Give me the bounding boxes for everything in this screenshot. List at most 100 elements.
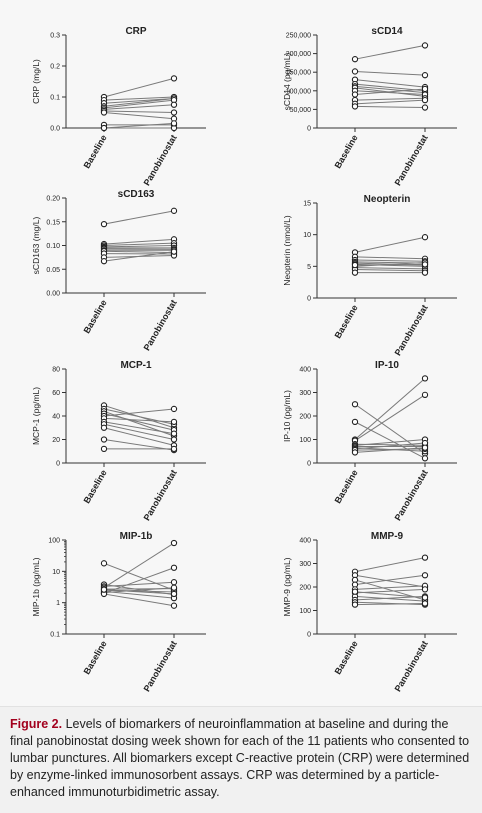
panobinostat-point (422, 43, 427, 48)
patient-line (355, 558, 425, 572)
chart-1: sCD14050,000100,000150,000200,000250,000… (282, 26, 457, 187)
patient-line (355, 45, 425, 59)
y-tick-label: 0 (56, 461, 60, 468)
y-tick-label: 0.10 (46, 243, 60, 250)
panobinostat-point (171, 585, 176, 590)
figure-caption: Figure 2. Levels of biomarkers of neuroi… (10, 716, 472, 801)
x-tick-label: Panobinostat (142, 468, 179, 522)
y-tick-label: 60 (52, 390, 60, 397)
patient-line (104, 251, 174, 252)
y-tick-label: 5 (307, 264, 311, 271)
panobinostat-point (422, 73, 427, 78)
panobinostat-point (422, 555, 427, 560)
panobinostat-point (422, 392, 427, 397)
patient-line (104, 418, 174, 422)
y-tick-label: 0.00 (46, 291, 60, 298)
panobinostat-point (422, 601, 427, 606)
panobinostat-point (171, 437, 176, 442)
baseline-point (352, 419, 357, 424)
patient-line (355, 98, 425, 100)
baseline-point (101, 259, 106, 264)
y-tick-label: 100 (48, 538, 60, 545)
baseline-point (101, 110, 106, 115)
y-tick-label: 0 (307, 632, 311, 639)
y-tick-label: 300 (299, 390, 311, 397)
patient-line (355, 270, 425, 271)
x-tick-label: Panobinostat (142, 133, 179, 187)
x-tick-label: Baseline (82, 133, 109, 170)
patient-line (104, 591, 174, 598)
y-tick-label: 10 (303, 232, 311, 239)
y-tick-label: 40 (52, 414, 60, 421)
x-tick-label: Panobinostat (142, 639, 179, 693)
y-axis-label: MCP-1 (pg/mL) (31, 387, 41, 445)
patient-line (355, 71, 425, 75)
y-tick-label: 0.1 (50, 95, 60, 102)
baseline-point (352, 450, 357, 455)
y-tick-label: 15 (303, 201, 311, 208)
panobinostat-point (171, 110, 176, 115)
patient-line (355, 237, 425, 252)
y-tick-label: 0 (307, 126, 311, 133)
chart-title: MCP-1 (120, 360, 152, 371)
baseline-point (101, 446, 106, 451)
baseline-point (352, 69, 357, 74)
panobinostat-point (171, 208, 176, 213)
y-tick-label: 10 (52, 569, 60, 576)
chart-title: sCD163 (118, 189, 155, 200)
y-tick-label: 250,000 (286, 33, 311, 40)
y-tick-label: 0.3 (50, 33, 60, 40)
chart-title: sCD14 (371, 26, 403, 37)
y-tick-label: 200 (299, 585, 311, 592)
panobinostat-point (171, 249, 176, 254)
patient-line (104, 78, 174, 97)
y-tick-label: 200 (299, 414, 311, 421)
panobinostat-point (171, 591, 176, 596)
patient-line (355, 80, 425, 87)
panobinostat-point (422, 587, 427, 592)
baseline-point (101, 437, 106, 442)
baseline-point (352, 92, 357, 97)
y-tick-label: 0.05 (46, 267, 60, 274)
patient-line (355, 395, 425, 441)
x-tick-label: Panobinostat (393, 468, 430, 522)
y-tick-label: 0.0 (50, 126, 60, 133)
x-tick-label: Baseline (333, 639, 360, 676)
baseline-point (352, 402, 357, 407)
chart-title: CRP (125, 26, 146, 37)
panobinostat-point (171, 76, 176, 81)
panobinostat-point (171, 406, 176, 411)
panobinostat-point (422, 573, 427, 578)
y-tick-label: 300 (299, 561, 311, 568)
panobinostat-point (422, 270, 427, 275)
panobinostat-point (171, 565, 176, 570)
panobinostat-point (422, 262, 427, 267)
baseline-point (101, 561, 106, 566)
y-tick-label: 100 (299, 437, 311, 444)
chart-title: MIP-1b (120, 531, 153, 542)
caption-text: Levels of biomarkers of neuroinflammatio… (10, 717, 469, 799)
patient-line (104, 252, 174, 261)
y-tick-label: 100 (299, 608, 311, 615)
y-axis-label: sCD163 (mg/L) (31, 217, 41, 275)
patient-line (355, 257, 425, 259)
y-axis-label: Neopterin (nmol/L) (282, 215, 292, 286)
patient-line (355, 100, 425, 104)
baseline-point (352, 57, 357, 62)
y-tick-label: 0 (307, 461, 311, 468)
patient-line (104, 123, 174, 128)
baseline-point (352, 104, 357, 109)
x-tick-label: Panobinostat (142, 298, 179, 352)
caption-label: Figure 2. (10, 717, 62, 731)
x-tick-label: Baseline (333, 133, 360, 170)
panobinostat-point (171, 431, 176, 436)
patient-line (355, 378, 425, 439)
panobinostat-point (422, 456, 427, 461)
chart-title: Neopterin (364, 194, 411, 205)
y-tick-label: 0 (307, 296, 311, 303)
baseline-point (352, 602, 357, 607)
